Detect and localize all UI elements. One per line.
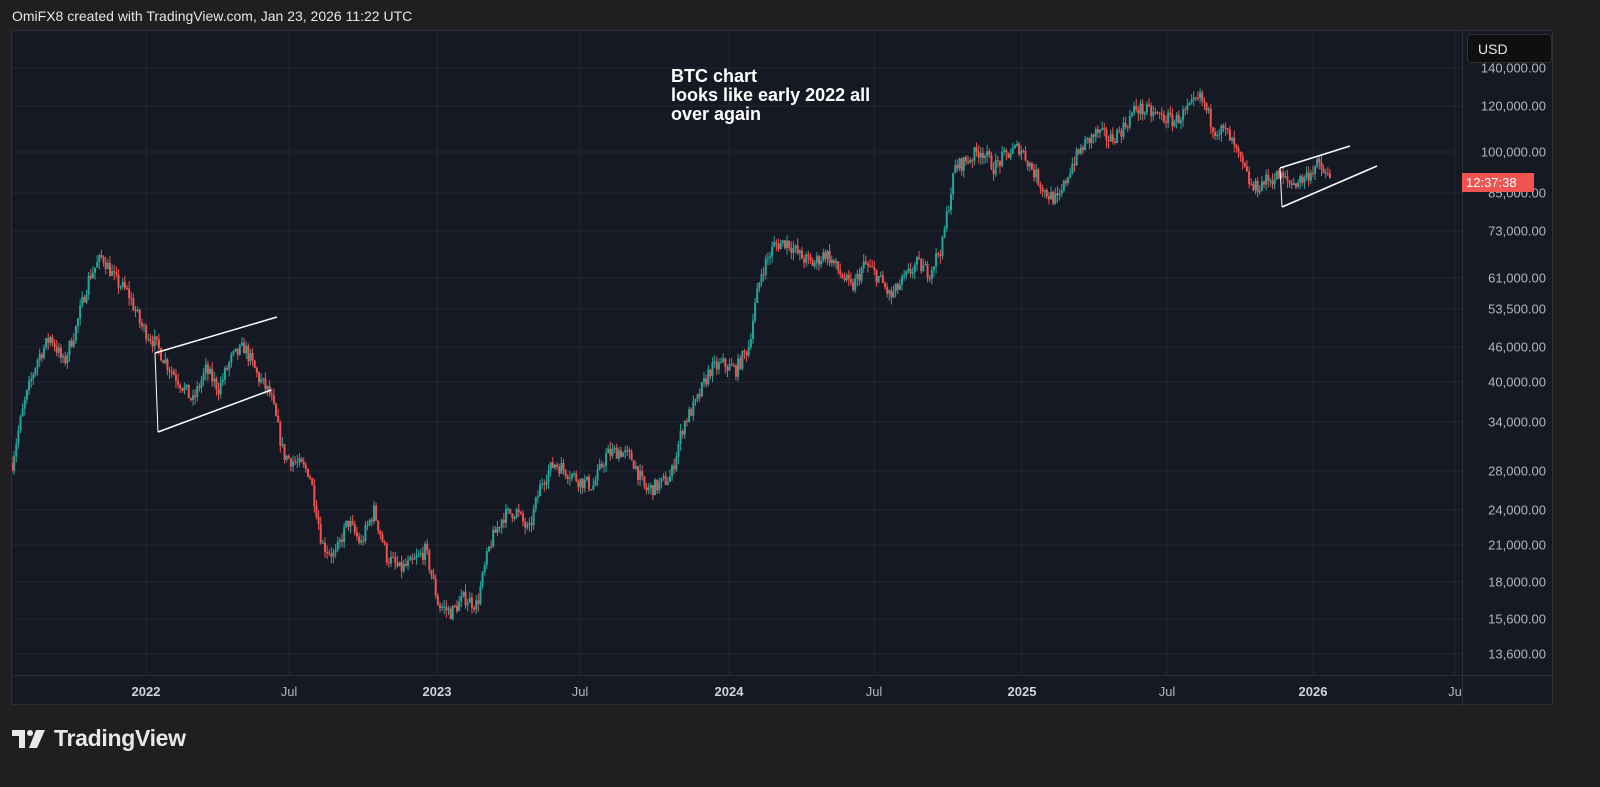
time-tick-label: Jul [865,684,883,699]
price-axis[interactable]: 140,000.00 120,000.00 100,000.00 85,000.00 7… [1462,31,1554,675]
time-axis[interactable]: 2022 Jul 2023 Jul 2024 Jul 2025 Jul 2026 Ju [12,675,1553,706]
price-tick-label: 61,000.00 [1488,270,1546,286]
price-tick-label: 21,000.00 [1488,537,1546,553]
time-tick-label: 2022 [131,684,161,699]
time-tick-label: Jul [1158,684,1176,699]
tradingview-logo: TradingView [12,725,186,752]
price-tick-label: 100,000.00 [1480,144,1546,160]
chart-annotation-text[interactable]: BTC chart looks like early 2022 all over… [671,67,870,124]
tradingview-wordmark: TradingView [54,725,186,751]
price-tick-label: 34,000.00 [1488,414,1546,430]
channel-line-0-lower[interactable] [157,389,272,433]
annotation-line-3: over again [671,104,762,124]
candlestick-chart [12,31,1462,675]
time-tick-label: 2025 [1007,684,1037,699]
annotation-line-2: looks like early 2022 all [671,85,871,105]
bar-countdown-label: 12:37:38 [1462,173,1534,192]
price-tick-label: 140,000.00 [1480,60,1546,76]
price-tick-label: 18,000.00 [1488,574,1546,590]
time-tick-label: Jul [571,684,589,699]
price-tick-label: 13,600.00 [1488,646,1546,662]
axis-corner-divider [1462,676,1463,706]
channel-line-1-upper[interactable] [1279,145,1351,169]
price-tick-label: 73,000.00 [1488,223,1546,239]
time-tick-label: Ju [1448,684,1462,699]
chart-frame [11,30,1553,705]
price-tick-label: 40,000.00 [1488,374,1546,390]
price-tick-label: 28,000.00 [1488,463,1546,479]
price-tick-label: 15,600.00 [1488,611,1546,627]
currency-button[interactable]: USD [1467,34,1552,63]
annotation-line-1: BTC chart [671,66,758,86]
price-tick-label: 24,000.00 [1488,502,1546,518]
price-tick-label: 46,000.00 [1488,339,1546,355]
time-tick-label: 2026 [1298,684,1328,699]
time-tick-label: Jul [280,684,298,699]
time-tick-label: 2023 [422,684,452,699]
chart-plot-area[interactable] [12,31,1462,675]
tradingview-logo-icon [12,729,45,748]
time-tick-label: 2024 [714,684,744,699]
channel-line-1-lower[interactable] [1281,165,1378,208]
chart-credit: OmiFX8 created with TradingView.com, Jan… [12,8,413,24]
price-tick-label: 120,000.00 [1480,98,1546,114]
price-tick-label: 53,500.00 [1488,301,1546,317]
channel-line-0-upper[interactable] [154,316,278,354]
